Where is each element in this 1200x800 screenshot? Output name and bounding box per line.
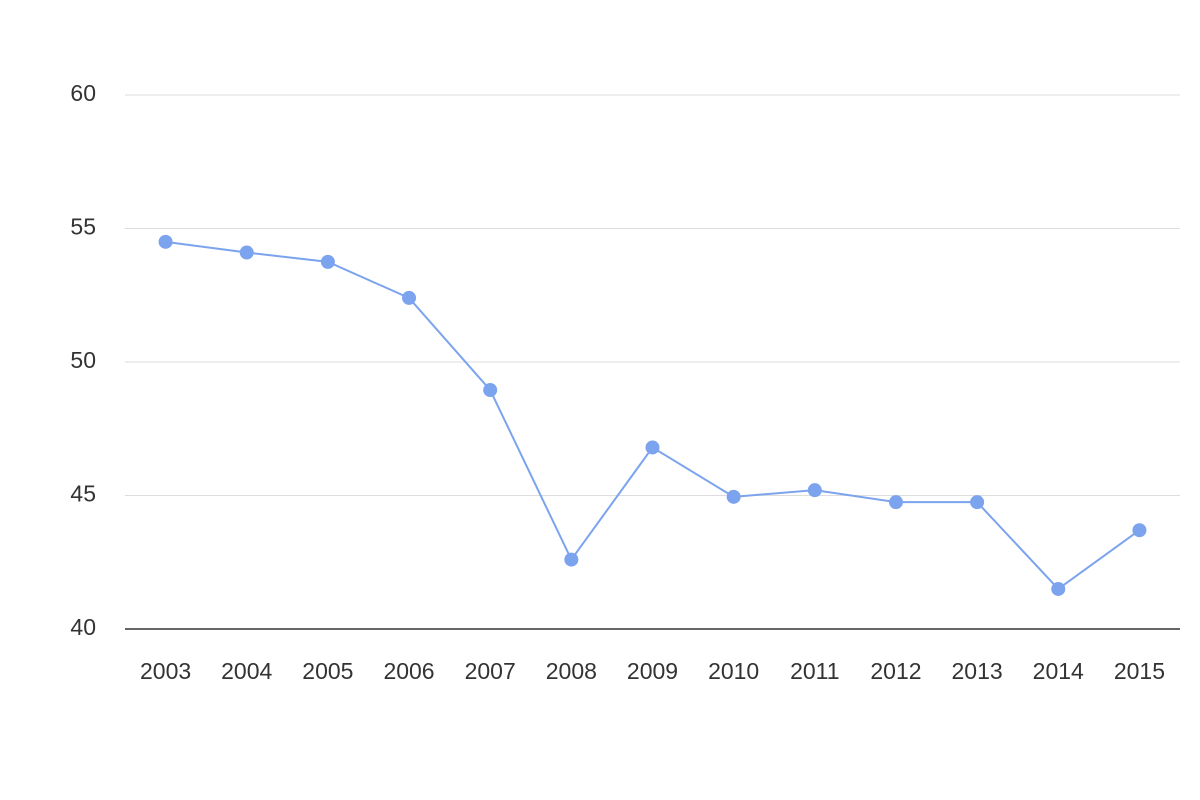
series-line bbox=[165, 240, 1141, 591]
data-point bbox=[483, 383, 498, 398]
y-tick-label: 60 bbox=[70, 80, 96, 106]
x-tick-label: 2009 bbox=[627, 658, 678, 684]
x-tick-label: 2003 bbox=[140, 658, 191, 684]
y-tick-label: 55 bbox=[70, 214, 96, 240]
x-tick-label: 2011 bbox=[790, 658, 839, 684]
x-tick-label: 2008 bbox=[546, 658, 597, 684]
x-tick-label: 2004 bbox=[221, 658, 272, 684]
data-point bbox=[807, 483, 822, 498]
data-point bbox=[726, 489, 741, 504]
x-tick-label: 2014 bbox=[1033, 658, 1084, 684]
x-tick-label: 2007 bbox=[465, 658, 516, 684]
data-point bbox=[645, 440, 660, 455]
data-point bbox=[970, 495, 985, 510]
data-point bbox=[564, 552, 579, 567]
x-tick-label: 2006 bbox=[383, 658, 434, 684]
y-tick-label: 50 bbox=[70, 347, 96, 373]
y-tick-label: 40 bbox=[70, 614, 96, 640]
data-point bbox=[158, 234, 173, 249]
x-tick-label: 2015 bbox=[1114, 658, 1165, 684]
data-point bbox=[402, 290, 417, 305]
x-tick-label: 2010 bbox=[708, 658, 759, 684]
x-tick-label: 2013 bbox=[952, 658, 1003, 684]
data-point bbox=[1051, 581, 1066, 596]
data-point bbox=[1132, 523, 1147, 538]
data-point bbox=[239, 245, 254, 260]
x-tick-label: 2012 bbox=[870, 658, 921, 684]
x-tick-label: 2005 bbox=[302, 658, 353, 684]
data-point bbox=[320, 254, 335, 269]
y-tick-label: 45 bbox=[70, 481, 96, 507]
data-point bbox=[888, 495, 903, 510]
